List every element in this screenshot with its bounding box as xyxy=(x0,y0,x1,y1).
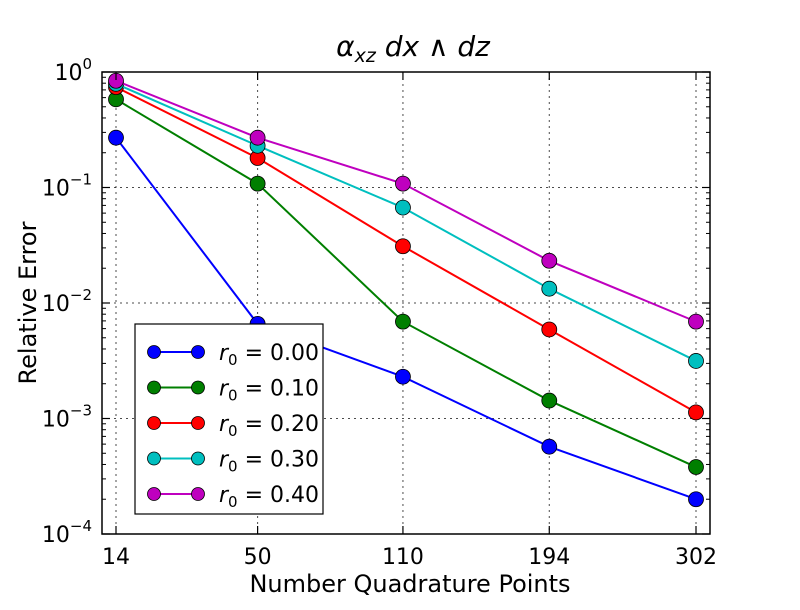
data-point xyxy=(688,404,704,421)
data-point xyxy=(541,438,558,455)
x-tick-label: 50 xyxy=(244,545,272,570)
legend-marker xyxy=(191,487,205,501)
data-point xyxy=(395,199,411,216)
legend-item: r0 = 0.40 xyxy=(147,483,319,511)
data-point xyxy=(688,313,704,330)
legend-marker xyxy=(191,416,205,430)
legend-marker xyxy=(147,487,161,501)
legend-marker xyxy=(191,380,205,395)
legend-item: r0 = 0.10 xyxy=(147,377,319,405)
legend-item: r0 = 0.00 xyxy=(147,341,319,369)
data-point xyxy=(249,129,266,146)
legend: r0 = 0.00 r0 = 0.10 r0 = 0.20 r0 = 0.30 r0 =… xyxy=(134,323,324,515)
legend-marker xyxy=(147,451,161,466)
legend-marker xyxy=(147,345,161,359)
x-axis-label: Number Quadrature Points xyxy=(249,570,570,598)
series-1 xyxy=(108,91,704,475)
x-tick-label: 110 xyxy=(382,545,424,570)
legend-label: r0 = 0.00 xyxy=(219,341,319,369)
y-axis-label: Relative Error xyxy=(14,221,42,384)
legend-item: r0 = 0.20 xyxy=(147,412,319,440)
y-tick-label: 10−2 xyxy=(42,286,92,317)
data-point xyxy=(249,175,266,192)
x-tick-label: 302 xyxy=(675,545,717,570)
legend-label: r0 = 0.40 xyxy=(219,483,319,511)
data-point xyxy=(541,321,558,338)
data-point xyxy=(395,175,411,192)
title-subscript: xz xyxy=(354,45,377,67)
legend-marker xyxy=(191,345,205,359)
ticks xyxy=(102,71,710,535)
series-layer xyxy=(108,72,704,508)
legend-box xyxy=(134,323,324,515)
title-alpha: α xyxy=(336,30,355,63)
y-tick-label: 10−4 xyxy=(42,517,92,548)
data-point xyxy=(688,459,704,475)
legend-marker xyxy=(191,451,205,466)
legend-label: r0 = 0.30 xyxy=(219,448,319,476)
data-point xyxy=(108,129,124,146)
data-point xyxy=(541,252,558,269)
y-tick-label: 10−3 xyxy=(42,402,92,433)
legend-item: r0 = 0.30 xyxy=(147,448,319,476)
y-tick-label: 100 xyxy=(54,55,92,86)
data-point xyxy=(541,280,558,297)
series-2 xyxy=(108,79,704,421)
x-tick-label: 194 xyxy=(528,545,570,570)
legend-label: r0 = 0.10 xyxy=(219,377,319,405)
data-point xyxy=(688,353,704,369)
chart-title: αxz dx ∧ dz xyxy=(336,30,491,67)
data-point xyxy=(395,238,411,255)
legend-label: r0 = 0.20 xyxy=(219,412,319,440)
series-0 xyxy=(108,129,704,508)
x-tick-label: 14 xyxy=(102,545,130,570)
data-point xyxy=(688,491,704,508)
data-point xyxy=(395,313,411,330)
tick-labels: 14 50 110 194 302 100 10−1 10−2 10−3 10−4 xyxy=(42,55,717,570)
y-tick-label: 10−1 xyxy=(42,171,92,202)
data-point xyxy=(541,392,558,409)
data-point xyxy=(395,368,411,385)
legend-marker xyxy=(147,416,161,430)
series-4 xyxy=(108,72,704,330)
title-rest: dx ∧ dz xyxy=(376,30,491,63)
legend-marker xyxy=(147,380,161,395)
